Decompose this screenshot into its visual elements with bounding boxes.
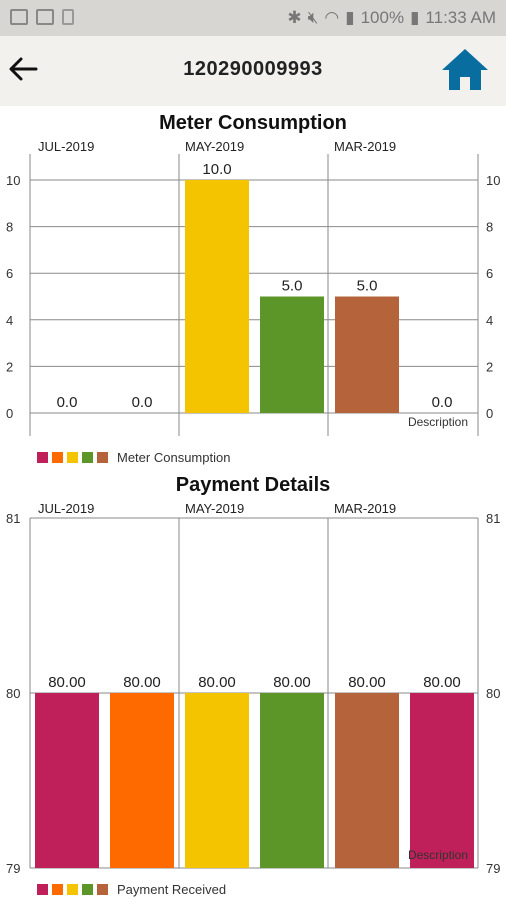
- y-tick-label-right: 2: [486, 359, 493, 374]
- description-label: Description: [408, 415, 468, 429]
- bar-value-label: 80.00: [348, 674, 386, 691]
- bar-value-label: 0.0: [432, 394, 453, 411]
- bar-value-label: 0.0: [132, 394, 153, 411]
- payment-chart-title: Payment Details: [175, 474, 331, 496]
- bar-value-label: 5.0: [357, 278, 378, 295]
- wifi-icon: ◠: [324, 8, 340, 27]
- bar: [410, 693, 474, 868]
- bar: [260, 693, 324, 868]
- flipboard-icon: [36, 9, 54, 25]
- period-label: MAY-2019: [185, 139, 244, 154]
- legend-swatch: [97, 452, 108, 463]
- legend-label: Meter Consumption: [117, 450, 230, 465]
- legend-label: Payment Received: [117, 882, 226, 897]
- back-arrow-icon[interactable]: [6, 52, 40, 86]
- bar: [185, 693, 249, 868]
- legend-swatch: [52, 884, 63, 895]
- payment-details-panel: Payment Details 79 79 80 80 81 81 JUL-2019 MAY-…: [0, 470, 506, 900]
- y-tick-label-right: 4: [486, 313, 493, 328]
- y-tick-label-right: 80: [486, 686, 500, 701]
- description-label: Description: [408, 848, 468, 862]
- y-tick-label-left: 6: [6, 266, 13, 281]
- period-label: MAR-2019: [334, 139, 396, 154]
- meter-chart-title: Meter Consumption: [159, 112, 347, 134]
- signal-icon: ▮: [345, 8, 355, 27]
- y-tick-label-right: 6: [486, 266, 493, 281]
- page-title: 120290009993: [183, 58, 323, 80]
- meter-consumption-chart: 0 0 2 2 4 4 6 6 8 8 10 10 JUL-2019 MAY-2019 MAR-2019 0.…: [6, 139, 500, 465]
- image-icon: [10, 9, 28, 25]
- app-bar: 120290009993: [0, 36, 506, 106]
- legend-swatch: [52, 452, 63, 463]
- y-tick-label-left: 4: [6, 313, 13, 328]
- y-tick-label-left: 80: [6, 686, 20, 701]
- legend-swatch: [97, 884, 108, 895]
- period-label: MAR-2019: [334, 501, 396, 516]
- y-tick-label-right: 81: [486, 511, 500, 526]
- y-tick-label-right: 8: [486, 220, 493, 235]
- meter-consumption-panel: Meter Consumption 0 0 2 2 4 4 6 6 8 8 10 10 JUL-2019…: [0, 106, 506, 470]
- bar: [260, 296, 324, 413]
- bar-value-label: 80.00: [273, 674, 311, 691]
- bar-value-label: 80.00: [48, 674, 86, 691]
- bar: [335, 693, 399, 868]
- bar-value-label: 5.0: [282, 278, 303, 295]
- bar-value-label: 80.00: [198, 674, 236, 691]
- bar: [335, 296, 399, 413]
- clock: 11:33 AM: [425, 8, 496, 27]
- battery-icon: ▮: [410, 8, 420, 27]
- legend-swatch: [67, 452, 78, 463]
- battery-level: 100%: [360, 8, 405, 27]
- mute-icon: 🔇︎: [307, 8, 319, 27]
- y-tick-label-right: 79: [486, 861, 500, 876]
- payment-details-chart: 79 79 80 80 81 81 JUL-2019 MAY-2019 MAR-2019 80.0…: [6, 501, 500, 897]
- y-tick-label-left: 81: [6, 511, 20, 526]
- bar-value-label: 10.0: [202, 161, 231, 178]
- legend-swatch: [37, 452, 48, 463]
- period-label: JUL-2019: [38, 139, 94, 154]
- legend-swatch: [67, 884, 78, 895]
- bar: [110, 693, 174, 868]
- sim-icon: [62, 9, 74, 25]
- legend-swatch: [37, 884, 48, 895]
- bluetooth-icon: ✱: [287, 8, 302, 27]
- legend-swatch: [82, 452, 93, 463]
- period-label: JUL-2019: [38, 501, 94, 516]
- period-label: MAY-2019: [185, 501, 244, 516]
- bar: [185, 180, 249, 413]
- home-icon[interactable]: [440, 46, 490, 92]
- y-tick-label-right: 10: [486, 173, 500, 188]
- notification-icons: [10, 9, 74, 25]
- y-tick-label-left: 79: [6, 861, 20, 876]
- y-tick-label-left: 8: [6, 220, 13, 235]
- y-tick-label-left: 10: [6, 173, 20, 188]
- y-tick-label-left: 0: [6, 406, 13, 421]
- bar: [35, 693, 99, 868]
- bar-value-label: 0.0: [57, 394, 78, 411]
- y-tick-label-left: 2: [6, 359, 13, 374]
- legend-swatch: [82, 884, 93, 895]
- bar-value-label: 80.00: [423, 674, 461, 691]
- bar-value-label: 80.00: [123, 674, 161, 691]
- y-tick-label-right: 0: [486, 406, 493, 421]
- status-bar: ✱ 🔇︎ ◠ ▮ 100% ▮ 11:33 AM: [0, 0, 506, 36]
